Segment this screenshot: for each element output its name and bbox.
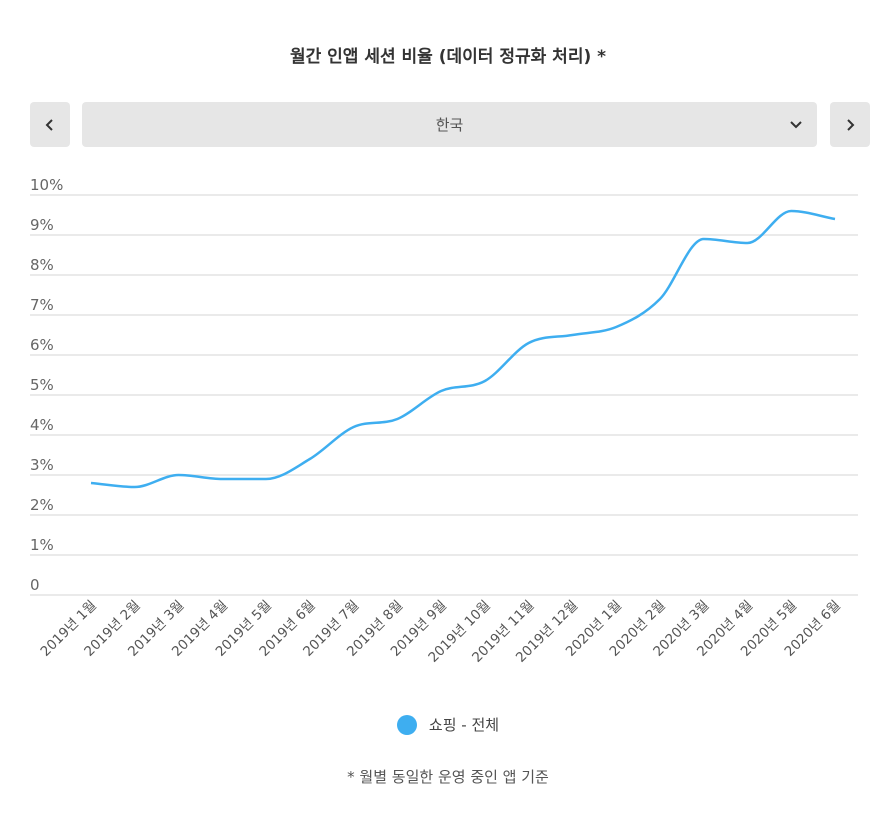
y-tick-label: 7% [30,296,54,314]
chevron-down-icon [790,121,802,129]
chevron-right-icon [847,118,855,131]
prev-button[interactable] [30,102,70,147]
y-tick-label: 5% [30,376,54,394]
next-button[interactable] [830,102,870,147]
y-tick-label: 2% [30,496,54,514]
series-line [90,209,836,489]
y-tick-label: 3% [30,456,54,474]
y-tick-label: 4% [30,416,54,434]
chart-title: 월간 인앱 세션 비율 (데이터 정규화 처리) * [289,47,607,67]
y-tick-label: 9% [30,216,54,234]
legend: 쇼핑 - 전체 [0,714,896,735]
y-tick-label: 8% [30,256,54,274]
y-tick-label: 6% [30,336,54,354]
region-select[interactable]: 한국 [82,102,817,147]
chevron-left-icon [45,118,53,131]
y-tick-label: 1% [30,536,54,554]
y-tick-label: 10% [30,176,63,194]
legend-swatch [396,714,417,735]
y-tick-label: 0 [30,576,40,594]
region-select-value: 한국 [435,116,464,134]
footnote: * 월별 동일한 운영 중인 앱 기준 [347,768,549,786]
legend-label: 쇼핑 - 전체 [428,716,500,734]
